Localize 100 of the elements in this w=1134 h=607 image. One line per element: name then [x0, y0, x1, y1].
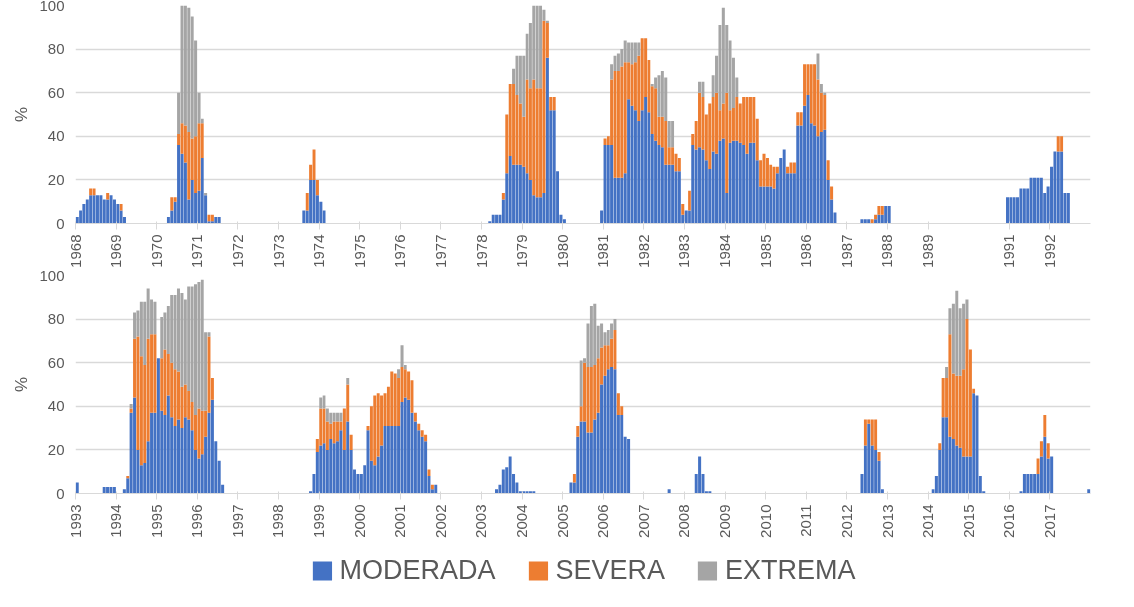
bar [762, 186, 766, 224]
bar [1043, 436, 1047, 494]
bar [177, 145, 181, 224]
bar [874, 449, 878, 494]
bar [657, 145, 661, 224]
bar [667, 164, 671, 224]
bar [711, 151, 715, 224]
x-tick-label: 2011 [797, 504, 815, 537]
bar [390, 371, 394, 426]
y-tick-label: 100 [39, 266, 65, 284]
bar [535, 197, 539, 224]
bar [698, 147, 702, 224]
bar [948, 334, 952, 437]
x-tick-label: 1998 [269, 504, 287, 538]
bar [508, 456, 512, 494]
x-tick-label: 2006 [594, 504, 612, 538]
bar [187, 419, 191, 494]
x-tick-label: 1974 [310, 234, 328, 268]
x-tick-label: 1975 [350, 234, 368, 268]
bar [200, 410, 204, 455]
bar [654, 88, 658, 141]
bar [603, 145, 607, 224]
bar [102, 199, 106, 224]
bar [112, 486, 116, 494]
bar [535, 5, 539, 89]
bar [119, 203, 123, 211]
bar [217, 216, 221, 224]
bar [620, 177, 624, 224]
bar [302, 210, 306, 224]
bar [874, 419, 878, 450]
bar [542, 20, 546, 193]
bar [627, 99, 631, 224]
bar [393, 425, 397, 494]
bar [329, 439, 333, 494]
bar [1033, 177, 1037, 224]
bar [786, 166, 790, 174]
bar [874, 219, 878, 224]
bar [799, 112, 803, 126]
bar [552, 97, 556, 111]
bar [660, 147, 664, 224]
bar [657, 75, 661, 117]
x-tick-label: 2000 [350, 504, 368, 538]
x-tick-label: 1997 [228, 504, 246, 538]
bar [877, 206, 881, 215]
bar [424, 441, 428, 494]
bar [941, 377, 945, 418]
bar [569, 482, 573, 494]
x-tick-label: 2005 [553, 504, 571, 538]
bar [772, 166, 776, 189]
bar [339, 412, 343, 422]
bar [721, 138, 725, 224]
bar [613, 330, 617, 370]
bar [1012, 197, 1016, 224]
bar [941, 417, 945, 494]
bar [1006, 197, 1010, 224]
bar [102, 486, 106, 494]
bar [332, 443, 336, 494]
bar [434, 484, 438, 494]
bar [501, 192, 505, 200]
bar [532, 491, 536, 494]
bar [349, 434, 353, 450]
x-tick-label: 2002 [431, 504, 449, 538]
bar [792, 162, 796, 174]
bar [823, 129, 827, 224]
bar [620, 66, 624, 178]
bar [200, 158, 204, 224]
bar [698, 92, 702, 148]
bar [532, 79, 536, 196]
bar [972, 393, 976, 494]
bar [863, 419, 867, 446]
bar [1087, 489, 1091, 494]
x-tick-label: 1971 [188, 234, 206, 268]
bar [166, 395, 170, 494]
bar [92, 188, 96, 196]
bar [576, 425, 580, 437]
x-tick-label: 2016 [1000, 504, 1018, 538]
bar [512, 83, 516, 165]
bar [620, 415, 624, 494]
bar [329, 412, 333, 424]
y-tick-label: 40 [47, 127, 65, 145]
y-tick-label: 60 [47, 83, 65, 101]
bar [677, 158, 681, 172]
bar [214, 216, 218, 224]
y-axis-title: % [12, 106, 32, 123]
bar [796, 125, 800, 224]
bar [89, 188, 93, 196]
bar [366, 430, 370, 494]
bar [1066, 192, 1070, 224]
bar [424, 434, 428, 442]
bar [826, 160, 830, 180]
bar [106, 199, 110, 224]
bar [522, 166, 526, 224]
x-tick-label: 1976 [391, 234, 409, 268]
bar [95, 195, 99, 224]
bar [701, 81, 705, 98]
x-tick-label: 2012 [837, 504, 855, 538]
bar [305, 192, 309, 211]
x-tick-label: 1988 [878, 234, 896, 268]
bar [698, 456, 702, 494]
bar [731, 140, 735, 224]
